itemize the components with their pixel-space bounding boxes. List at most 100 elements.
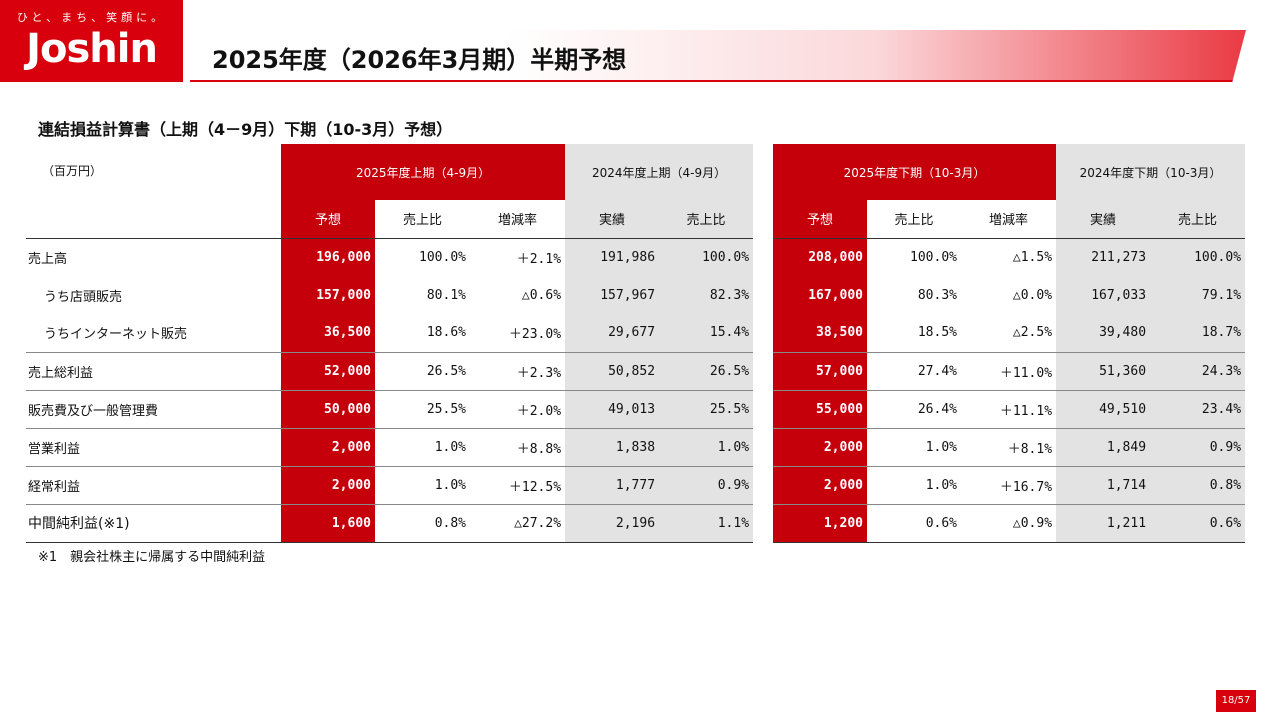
actual-sales-ratio-value: 82.3% — [659, 276, 754, 314]
table-row: 2,000 1.0% ＋8.1% 1,849 0.9% — [773, 428, 1246, 467]
col-header-actual: 実績 — [1056, 200, 1151, 239]
table-row: うちインターネット販売 36,500 18.6% ＋23.0% 29,677 15.4% — [26, 314, 754, 353]
forecast-value: 57,000 — [773, 352, 867, 391]
actual-value: 167,033 — [1056, 276, 1151, 314]
col-header-forecast: 予想 — [773, 200, 867, 239]
change-rate-value: ＋12.5% — [470, 466, 566, 505]
row-label: 中間純利益(※1) — [26, 504, 281, 543]
forecast-value: 2,000 — [773, 428, 867, 467]
forecast-value: 208,000 — [773, 238, 867, 276]
actual-value: 1,849 — [1056, 428, 1151, 467]
forecast-value: 1,200 — [773, 504, 867, 543]
second-half-table: 2025年度下期（10-3月） 2024年度下期（10-3月） 予想 売上比 増… — [773, 144, 1246, 543]
forecast-value: 167,000 — [773, 276, 867, 314]
change-rate-value: △0.6% — [521, 287, 562, 303]
col-header-actual-sales-ratio: 売上比 — [659, 200, 754, 239]
actual-value: 1,777 — [565, 466, 660, 505]
forecast-value: 38,500 — [773, 314, 867, 353]
row-label: 売上総利益 — [26, 352, 281, 391]
actual-value: 39,480 — [1056, 314, 1151, 353]
change-rate-value: ＋8.1% — [961, 428, 1057, 467]
actual-value: 1,838 — [565, 428, 660, 467]
change-rate-value: △0.9% — [961, 504, 1057, 543]
table-row: 208,000 100.0% △1.5% 211,273 100.0% — [773, 238, 1246, 276]
actual-sales-ratio-value: 1.1% — [659, 504, 754, 543]
change-rate-value: ＋23.0% — [470, 314, 566, 353]
change-rate-value: ＋2.0% — [470, 390, 566, 429]
actual-value: 2,196 — [565, 504, 660, 543]
footnote: ※1 親会社株主に帰属する中間純利益 — [38, 550, 266, 565]
forecast-value: 2,000 — [773, 466, 867, 505]
sales-ratio-value: 1.0% — [867, 428, 961, 467]
forecast-value: 36,500 — [281, 314, 375, 353]
sales-ratio-value: 18.5% — [867, 314, 961, 353]
actual-value: 157,967 — [565, 276, 660, 314]
table-row: 営業利益 2,000 1.0% ＋8.8% 1,838 1.0% — [26, 428, 754, 467]
actual-sales-ratio-value: 25.5% — [659, 390, 754, 429]
actual-sales-ratio-value: 0.8% — [1150, 466, 1246, 505]
table-row: 売上総利益 52,000 26.5% ＋2.3% 50,852 26.5% — [26, 352, 754, 391]
row-label: 経常利益 — [26, 466, 281, 505]
logo-tagline: ひと、まち、笑顔に。 — [16, 11, 167, 24]
header-blank — [26, 200, 281, 239]
forecast-value: 157,000 — [281, 276, 375, 314]
logo-wordmark: Joshin — [26, 26, 158, 72]
actual-value: 211,273 — [1056, 238, 1151, 276]
actual-sales-ratio-value: 23.4% — [1150, 390, 1246, 429]
forecast-value: 55,000 — [773, 390, 867, 429]
actual-sales-ratio-value: 0.9% — [659, 466, 754, 505]
sales-ratio-value: 0.6% — [867, 504, 961, 543]
col-header-forecast: 予想 — [281, 200, 375, 239]
actual-sales-ratio-value: 24.3% — [1150, 352, 1246, 391]
unit-label: （百万円） — [42, 164, 103, 178]
sales-ratio-value: 0.8% — [375, 504, 470, 543]
actual-sales-ratio-value: 100.0% — [659, 238, 754, 276]
table-row: 売上高 196,000 100.0% ＋2.1% 191,986 100.0% — [26, 238, 754, 276]
sales-ratio-value: 100.0% — [910, 249, 957, 265]
forecast-value: 2,000 — [281, 428, 375, 467]
col-header-change-rate: 増減率 — [470, 200, 566, 239]
sales-ratio-value: 1.0% — [375, 466, 470, 505]
sales-ratio-value: 80.1% — [426, 287, 466, 303]
table-row: 中間純利益(※1) 1,600 0.8% △27.2% 2,196 1.1% — [26, 504, 754, 543]
actual-value: 51,360 — [1056, 352, 1151, 391]
group-header-first-half-forecast: 2025年度上期（4-9月） — [281, 144, 566, 200]
actual-value: 191,986 — [565, 238, 660, 276]
sales-ratio-value: 25.5% — [375, 390, 470, 429]
sales-ratio-value: 1.0% — [867, 466, 961, 505]
row-label: うちインターネット販売 — [26, 314, 281, 353]
change-rate-value: ＋16.7% — [961, 466, 1057, 505]
col-header-change-rate: 増減率 — [961, 200, 1057, 239]
sales-ratio-value: 1.0% — [375, 428, 470, 467]
change-rate-value: ＋11.1% — [961, 390, 1057, 429]
forecast-value: 50,000 — [281, 390, 375, 429]
group-header-second-half-forecast: 2025年度下期（10-3月） — [773, 144, 1057, 200]
change-rate-value: △2.5% — [961, 314, 1057, 353]
sales-ratio-value: 26.4% — [867, 390, 961, 429]
actual-sales-ratio-value: 18.7% — [1150, 314, 1246, 353]
sales-ratio-value: 80.3% — [917, 287, 957, 303]
sales-ratio-value: 18.6% — [375, 314, 470, 353]
change-rate-value: ＋11.0% — [961, 352, 1057, 391]
row-label: 売上高 — [28, 251, 68, 267]
forecast-value: 1,600 — [281, 504, 375, 543]
table-row: うち店頭販売 157,000 80.1% △0.6% 157,967 82.3% — [26, 276, 754, 314]
table-row: 1,200 0.6% △0.9% 1,211 0.6% — [773, 504, 1246, 543]
sales-ratio-value: 26.5% — [375, 352, 470, 391]
change-rate-value: ＋2.1% — [516, 251, 562, 267]
change-rate-value: △1.5% — [1012, 249, 1053, 265]
forecast-value: 196,000 — [281, 238, 375, 276]
group-header-second-half-actual: 2024年度下期（10-3月） — [1056, 144, 1246, 200]
actual-sales-ratio-value: 26.5% — [659, 352, 754, 391]
title-band — [190, 30, 1246, 82]
change-rate-value: △27.2% — [470, 504, 566, 543]
actual-value: 50,852 — [565, 352, 660, 391]
table-row: 55,000 26.4% ＋11.1% 49,510 23.4% — [773, 390, 1246, 429]
forecast-value: 2,000 — [281, 466, 375, 505]
table-row: 38,500 18.5% △2.5% 39,480 18.7% — [773, 314, 1246, 353]
table-row: 販売費及び一般管理費 50,000 25.5% ＋2.0% 49,013 25.5% — [26, 390, 754, 429]
col-header-actual: 実績 — [565, 200, 660, 239]
actual-sales-ratio-value: 79.1% — [1150, 276, 1246, 314]
sales-ratio-value: 27.4% — [867, 352, 961, 391]
actual-sales-ratio-value: 0.6% — [1150, 504, 1246, 543]
